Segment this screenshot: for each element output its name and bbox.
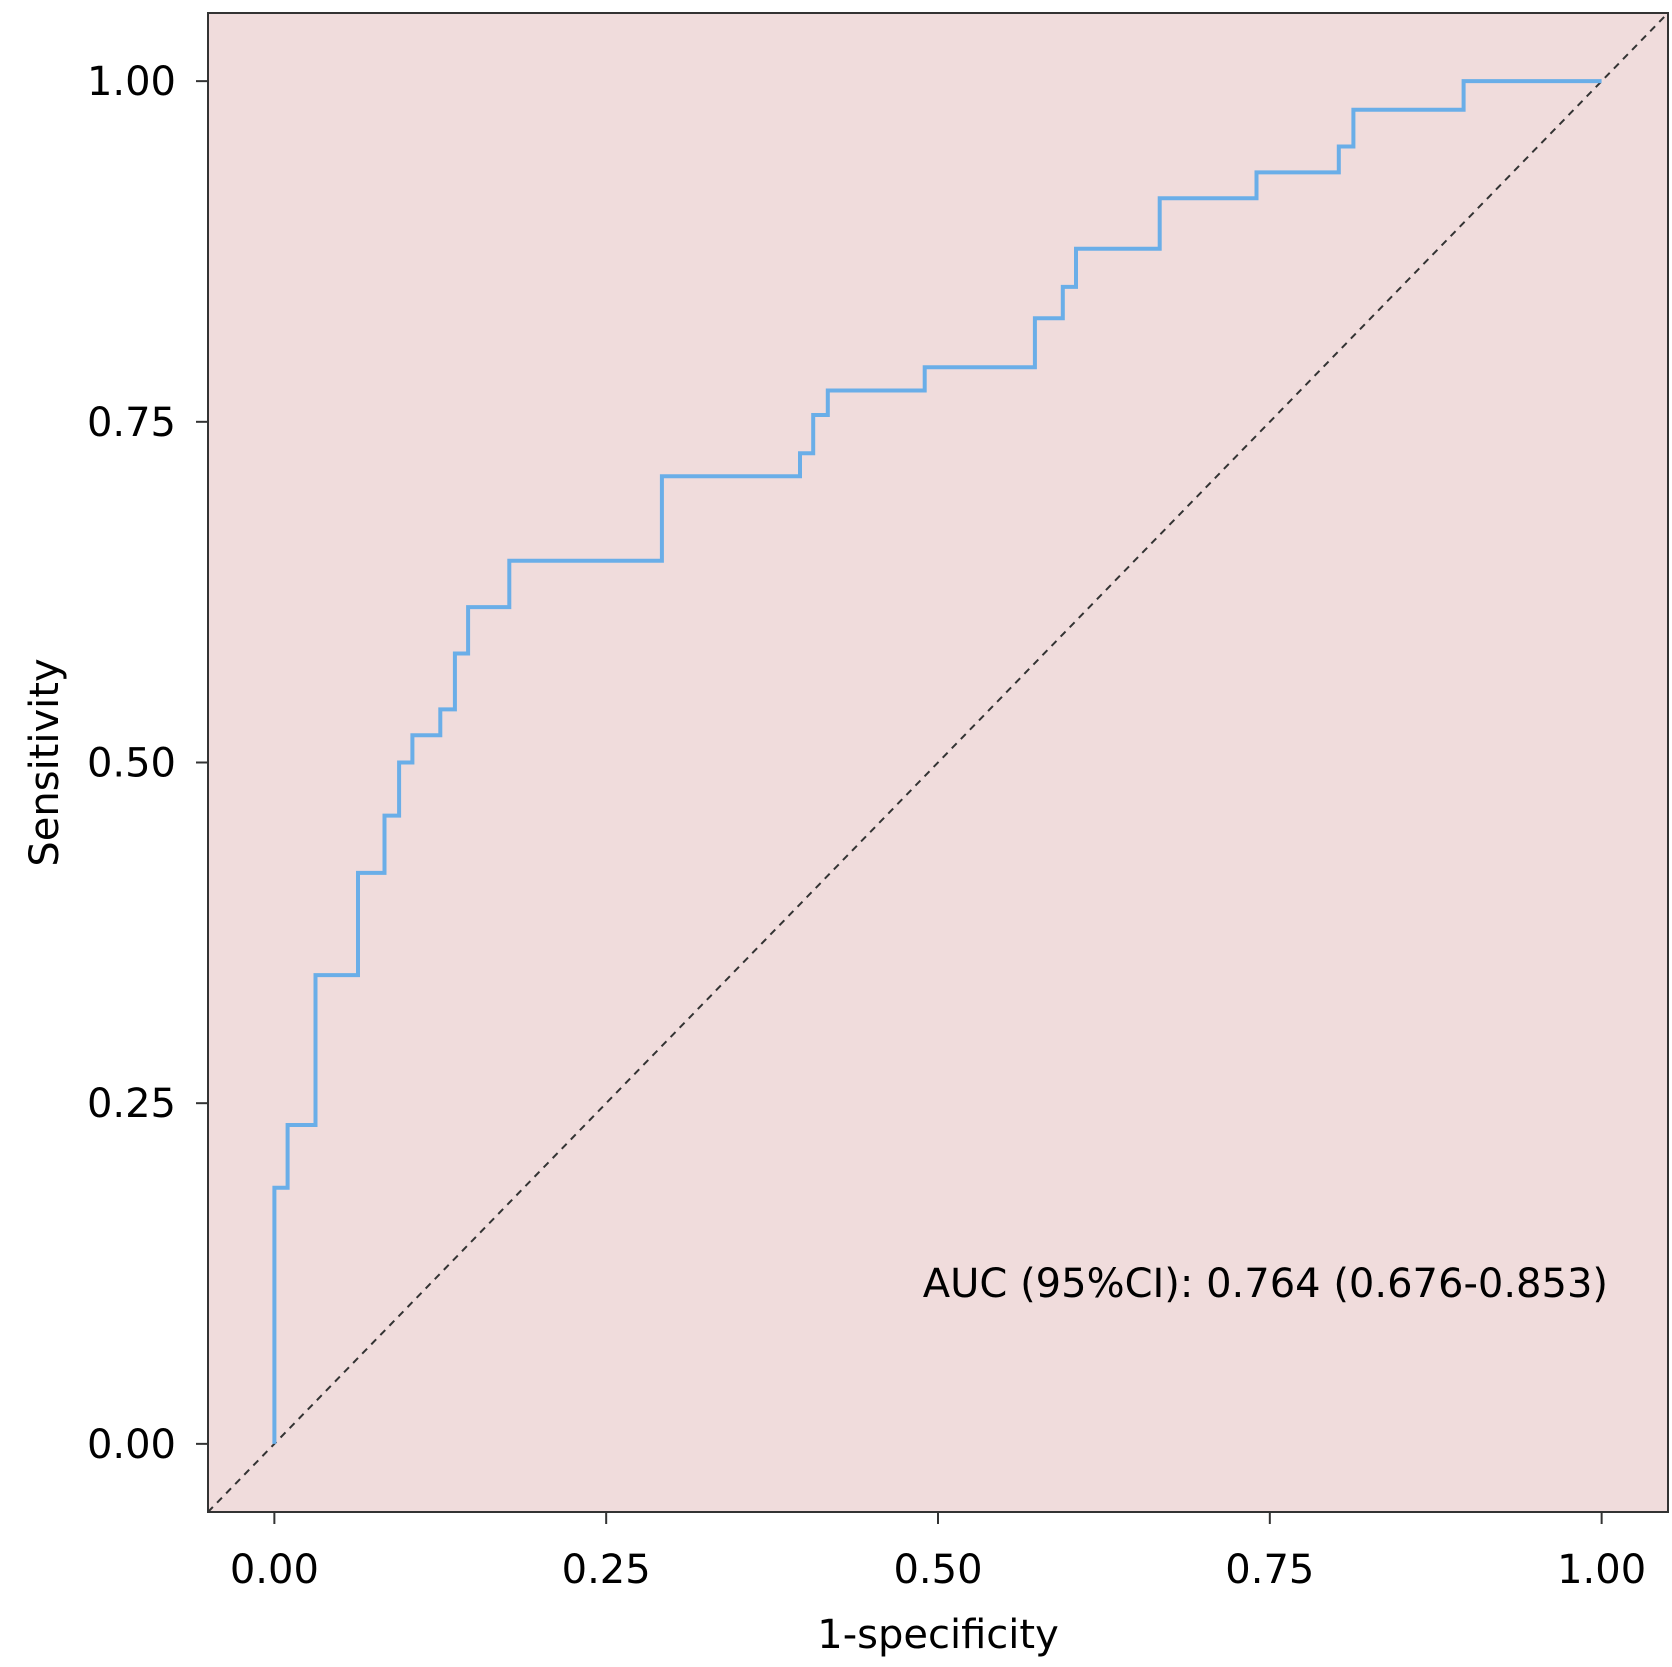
x-axis-ticks: 0.00 0.25 0.50 0.75 1.00 [230,1512,1646,1593]
y-axis-ticks: 0.00 0.25 0.50 0.75 1.00 [87,59,208,1468]
x-axis-title: 1-specificity [817,1612,1058,1658]
series-layer [272,79,1602,1444]
x-tick-label: 0.25 [562,1547,651,1593]
x-tick-label: 0.75 [1225,1547,1314,1593]
auc-annotation: AUC (95%CI): 0.764 (0.676-0.853) [923,1261,1608,1307]
reference-line-layer [207,12,1669,1513]
roc-curve-line [272,79,1602,1444]
y-tick-label: 0.50 [87,741,176,787]
x-tick-label: 0.00 [230,1547,319,1593]
y-tick-label: 0.75 [87,400,176,446]
reference-diagonal-line [207,12,1669,1513]
y-tick-label: 0.00 [87,1422,176,1468]
y-tick-label: 0.25 [87,1081,176,1127]
x-tick-label: 0.50 [893,1547,982,1593]
y-axis-title: Sensitivity [22,658,68,866]
x-tick-label: 1.00 [1557,1547,1646,1593]
y-tick-label: 1.00 [87,59,176,105]
